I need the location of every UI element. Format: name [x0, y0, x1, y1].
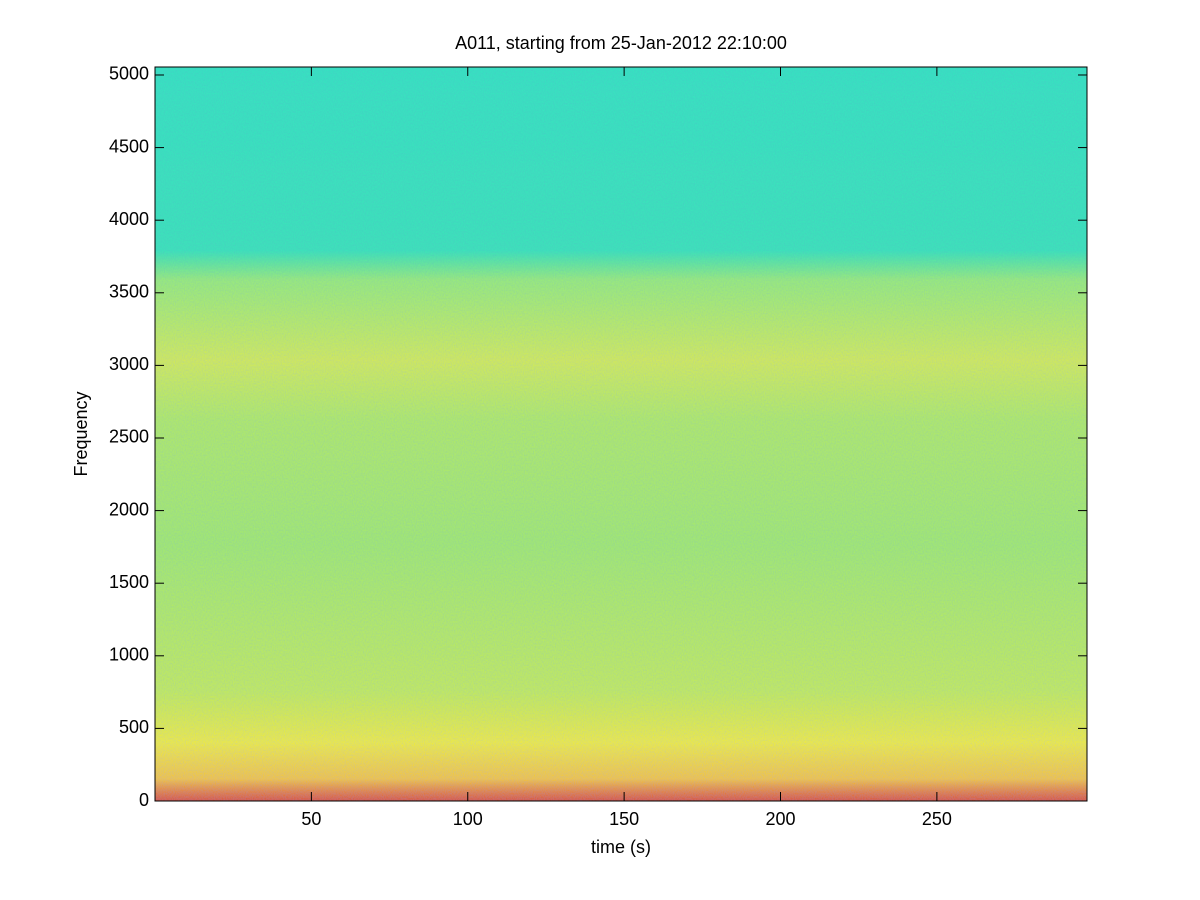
y-tick-label: 5000 [109, 64, 149, 84]
x-tick-label: 200 [765, 809, 795, 829]
y-tick-label: 4000 [109, 209, 149, 229]
x-tick-label: 150 [609, 809, 639, 829]
y-tick-label: 1000 [109, 645, 149, 665]
spectrogram-image [155, 67, 1087, 801]
y-tick-label: 3000 [109, 354, 149, 374]
axes-frame [154, 66, 1088, 802]
y-tick-label: 2500 [109, 427, 149, 447]
x-tick-label: 250 [922, 809, 952, 829]
y-axis-label: Frequency [71, 391, 91, 476]
y-tick-label: 3500 [109, 282, 149, 302]
plot-area [154, 66, 1088, 802]
y-tick-label: 500 [119, 717, 149, 737]
chart-title: A011, starting from 25-Jan-2012 22:10:00 [455, 33, 787, 53]
x-tick-label: 50 [301, 809, 321, 829]
y-tick-label: 1500 [109, 572, 149, 592]
y-tick-label: 2000 [109, 499, 149, 519]
y-tick-label: 4500 [109, 136, 149, 156]
x-axis-label: time (s) [591, 837, 651, 857]
y-tick-label: 0 [139, 790, 149, 810]
x-tick-label: 100 [453, 809, 483, 829]
